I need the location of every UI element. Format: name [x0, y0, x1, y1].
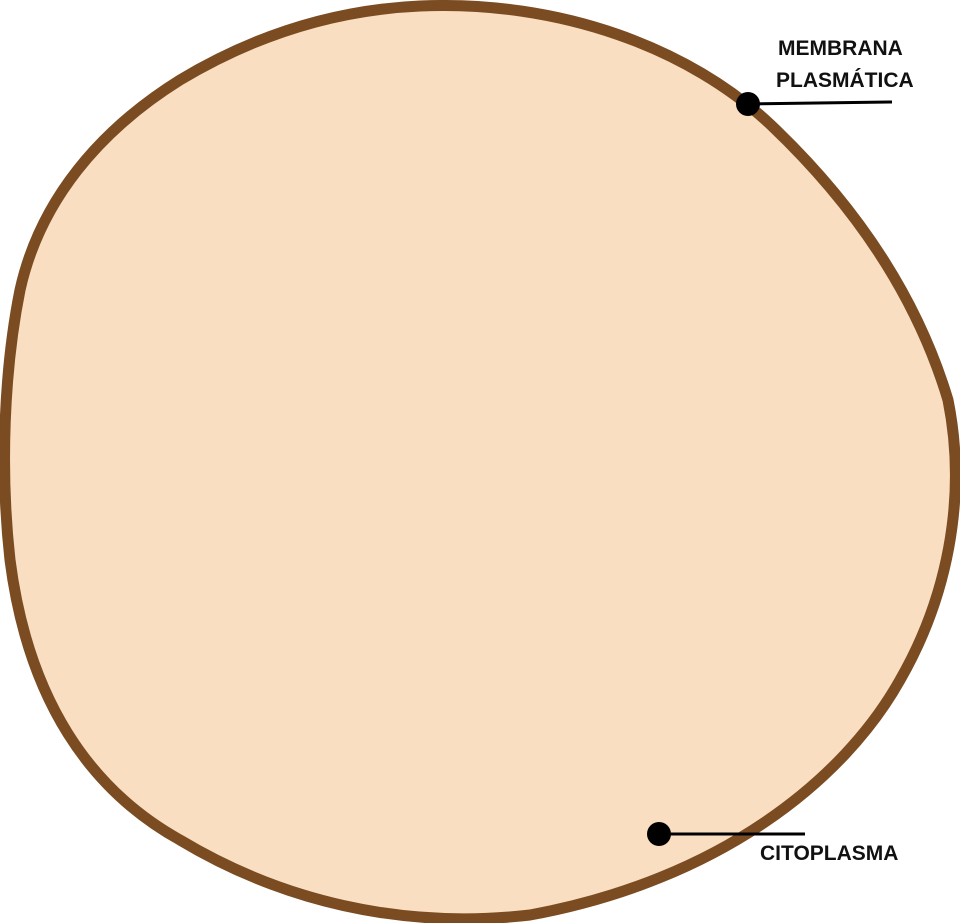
membrane-label-line2: PLASMÁTICA	[776, 69, 914, 92]
membrane-pointer-line	[747, 100, 893, 106]
cytoplasm-pointer-dot	[647, 822, 671, 846]
cytoplasm-label: CITOPLASMA	[760, 842, 898, 865]
membrane-pointer-dot	[736, 92, 760, 116]
membrane-label-line1: MEMBRANA	[778, 37, 903, 60]
membrane-pointer	[736, 92, 893, 116]
cytoplasm-pointer	[647, 822, 805, 846]
